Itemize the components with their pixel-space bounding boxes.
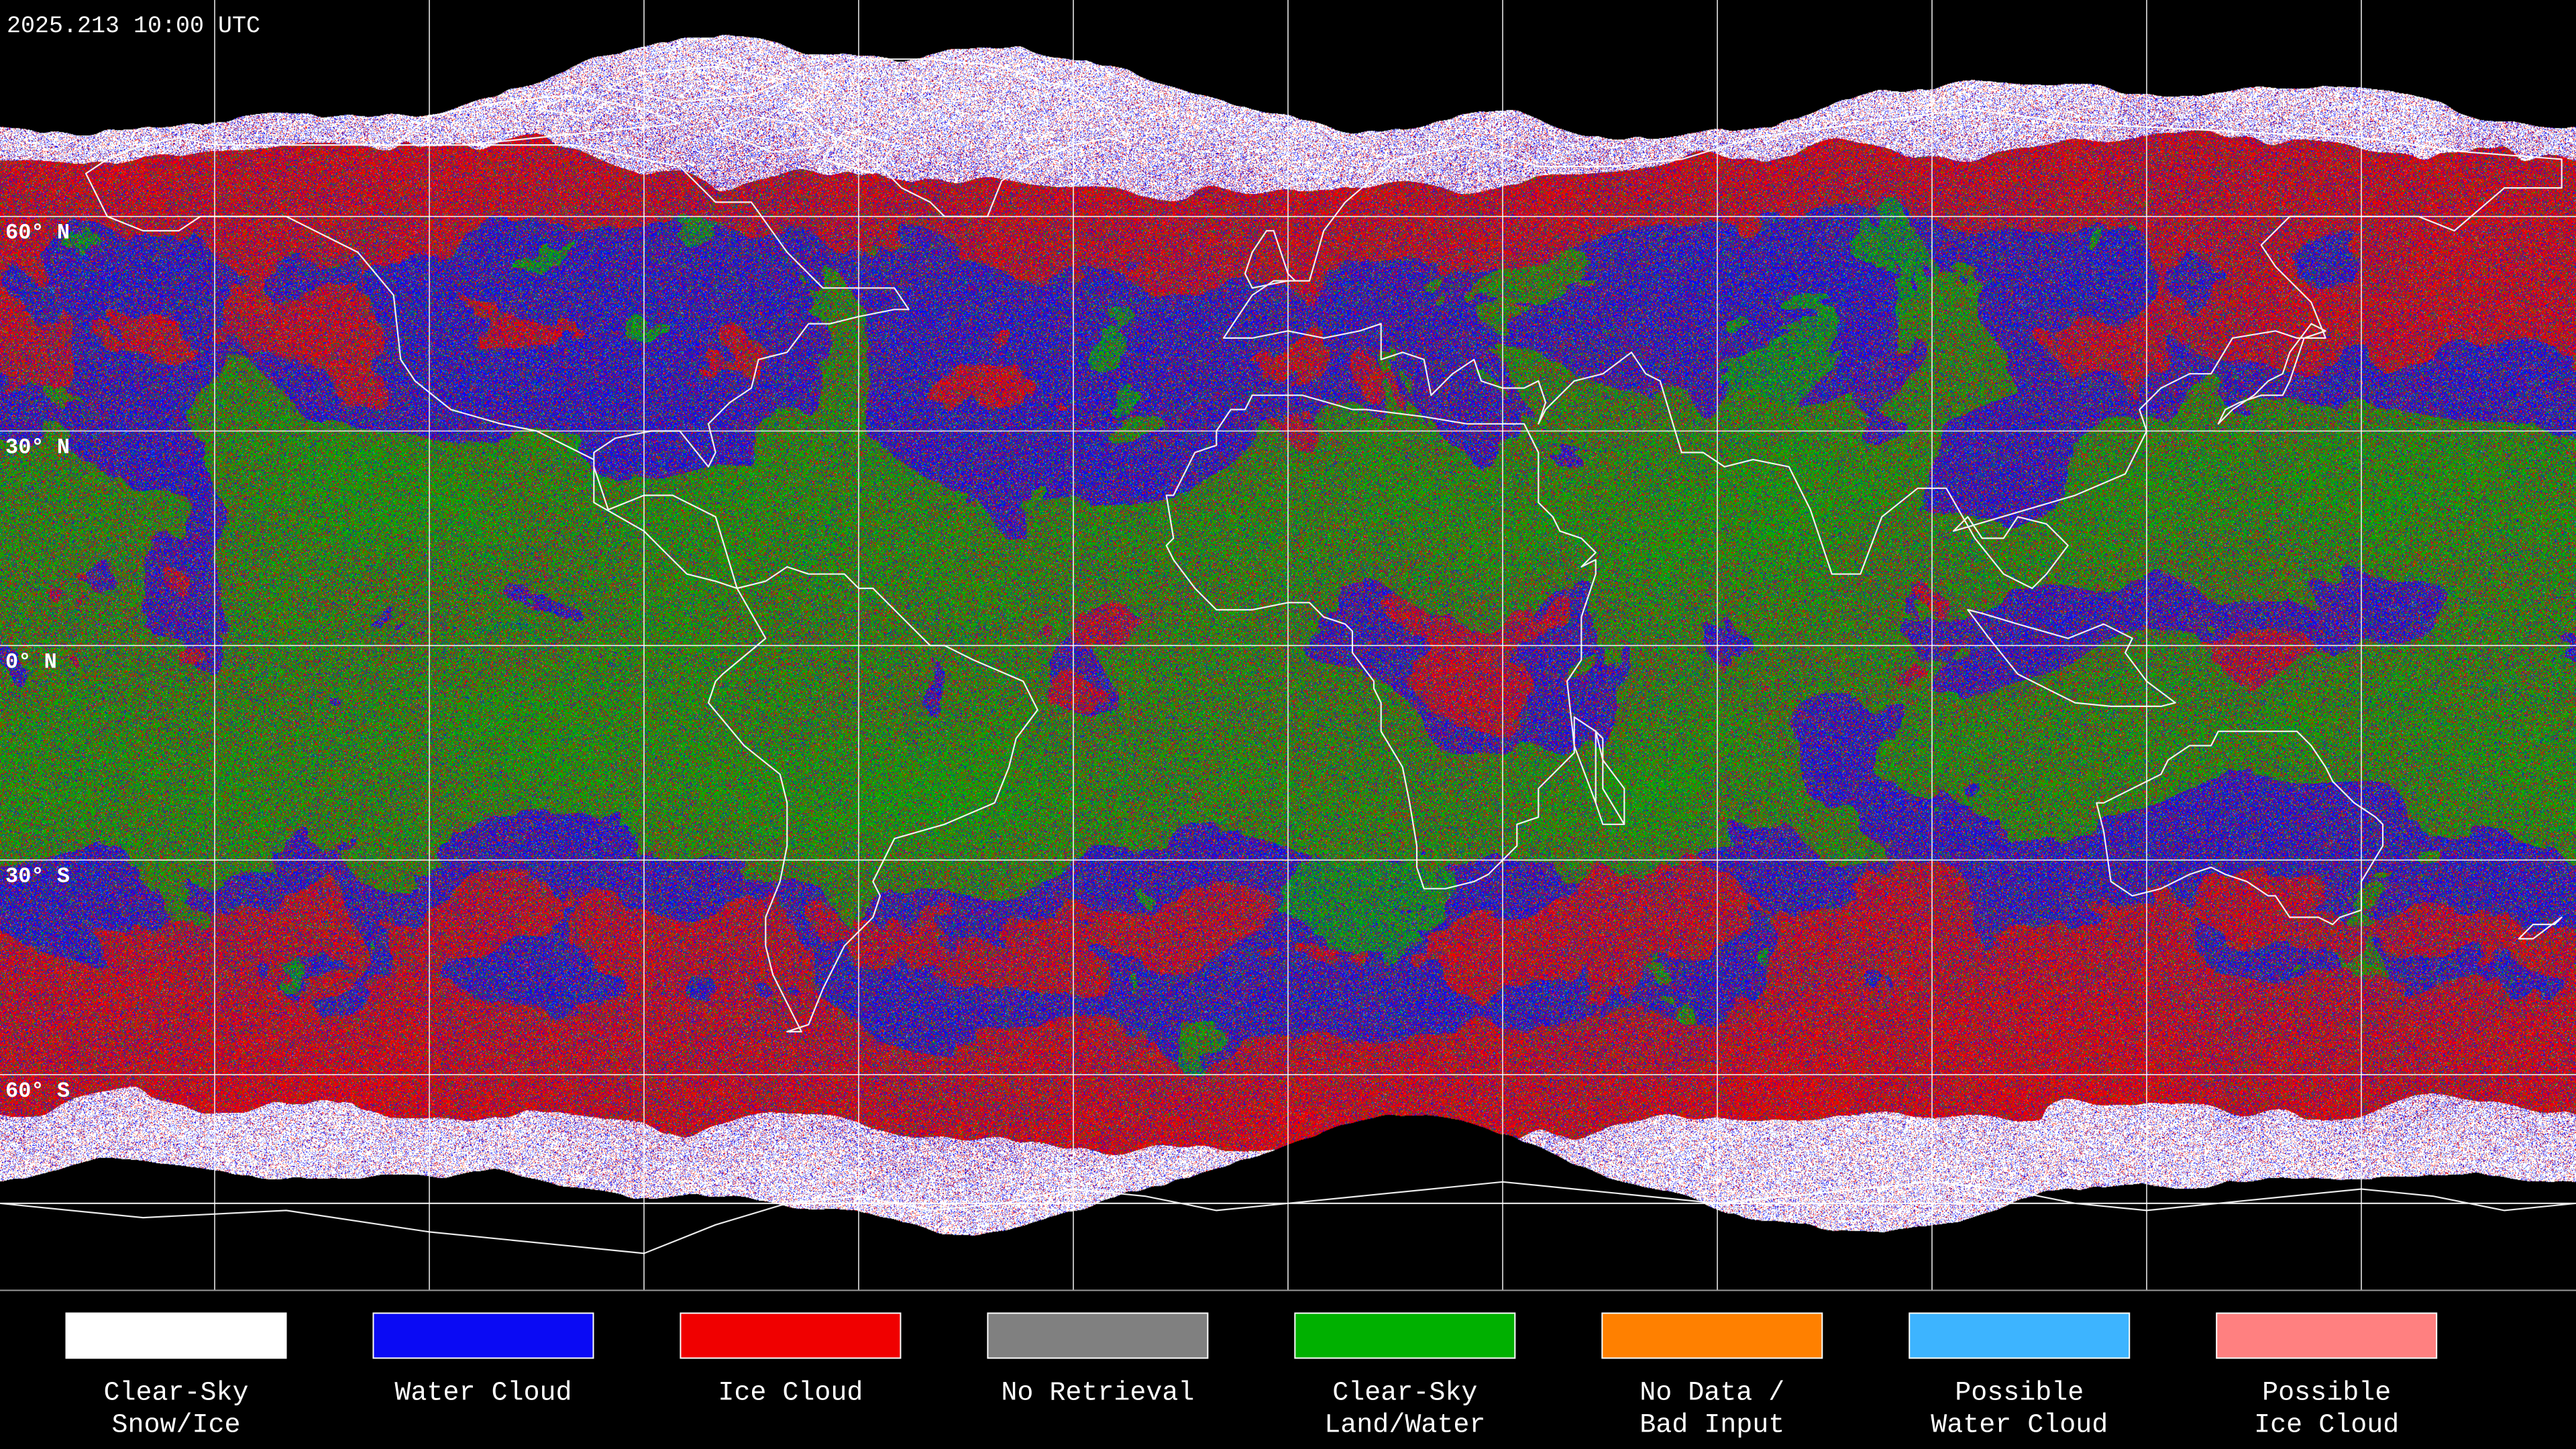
svg-text:Snow/Ice: Snow/Ice	[111, 1411, 240, 1441]
svg-text:2025.213 10:00 UTC: 2025.213 10:00 UTC	[7, 13, 260, 40]
svg-text:Possible: Possible	[1955, 1379, 2084, 1409]
svg-text:Land/Water: Land/Water	[1324, 1411, 1485, 1441]
svg-text:Possible: Possible	[2262, 1379, 2391, 1409]
svg-text:30° N: 30° N	[5, 435, 70, 460]
svg-text:No Data /: No Data /	[1640, 1379, 1784, 1409]
svg-text:No Retrieval: No Retrieval	[1001, 1379, 1194, 1409]
svg-text:60° N: 60° N	[5, 221, 70, 246]
svg-text:Water Cloud: Water Cloud	[1931, 1411, 2108, 1441]
svg-text:Water Cloud: Water Cloud	[394, 1379, 572, 1409]
svg-text:Ice Cloud: Ice Cloud	[718, 1379, 863, 1409]
svg-text:30° S: 30° S	[5, 864, 70, 889]
svg-text:Bad Input: Bad Input	[1640, 1411, 1784, 1441]
svg-text:60° S: 60° S	[5, 1079, 70, 1104]
svg-text:Clear-Sky: Clear-Sky	[1332, 1379, 1477, 1409]
svg-text:Ice Cloud: Ice Cloud	[2254, 1411, 2399, 1441]
svg-text:0° N: 0° N	[5, 649, 57, 674]
svg-text:Clear-Sky: Clear-Sky	[103, 1379, 248, 1409]
